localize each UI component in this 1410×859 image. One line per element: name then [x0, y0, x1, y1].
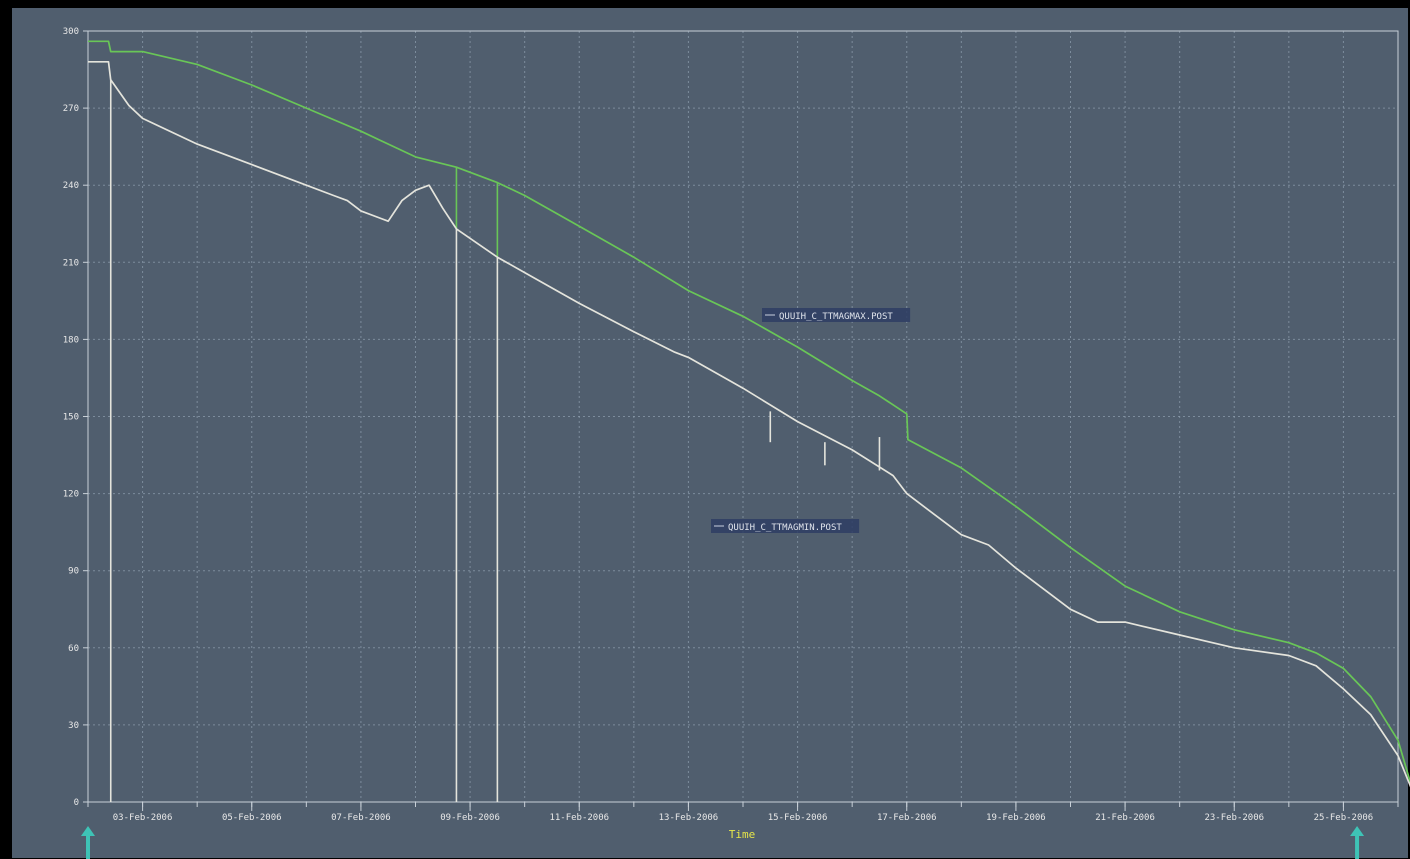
y-axis-ticks: 0 30 60 90 120 150 180 210 240 270 300	[63, 27, 88, 808]
y-tick-label: 30	[68, 721, 79, 731]
chart-background	[12, 8, 1408, 858]
series-line-max	[88, 40, 1410, 785]
series-label-min: QUUIH_C_TTMAGMIN.POST	[728, 523, 842, 533]
x-tick-label: 13-Feb-2006	[659, 813, 719, 823]
y-tick-label: 120	[63, 490, 79, 500]
x-tick-label: 21-Feb-2006	[1095, 813, 1155, 823]
time-markers	[81, 826, 1365, 859]
arrow-shaft	[1355, 835, 1360, 859]
y-tick-label: 60	[68, 644, 79, 654]
x-tick-label: 05-Feb-2006	[222, 813, 282, 823]
series-label-max: QUUIH_C_TTMAGMAX.POST	[779, 312, 893, 322]
x-tick-label: 15-Feb-2006	[768, 813, 828, 823]
x-axis-ticks: 03-Feb-2006 05-Feb-2006 07-Feb-2006 09-Feb-…	[87, 802, 1399, 823]
y-tick-label: 0	[74, 798, 79, 808]
arrow-up-icon	[1350, 826, 1365, 836]
series-line-min	[88, 60, 1410, 788]
series-label-box	[711, 519, 860, 533]
y-tick-label: 270	[63, 104, 79, 114]
series-lines	[88, 40, 1410, 788]
series-label-box	[762, 308, 911, 322]
x-tick-label: 07-Feb-2006	[331, 813, 391, 823]
y-tick-label: 150	[63, 413, 79, 423]
y-tick-label: 240	[63, 181, 79, 191]
x-tick-label: 19-Feb-2006	[986, 813, 1046, 823]
x-tick-label: 23-Feb-2006	[1204, 813, 1264, 823]
y-tick-label: 210	[63, 258, 79, 268]
y-tick-label: 90	[68, 567, 79, 577]
x-axis-label: Time	[729, 828, 756, 841]
arrow-up-icon	[81, 826, 95, 836]
x-tick-label: 09-Feb-2006	[440, 813, 500, 823]
x-tick-label: 25-Feb-2006	[1314, 813, 1374, 823]
x-tick-label: 17-Feb-2006	[877, 813, 937, 823]
x-tick-label: 11-Feb-2006	[549, 813, 609, 823]
series-labels: QUUIH_C_TTMAGMAX.POST QUUIH_C_TTMAGMIN.PO…	[711, 308, 911, 533]
arrow-shaft	[86, 835, 90, 859]
x-tick-label: 03-Feb-2006	[113, 813, 173, 823]
y-tick-label: 180	[63, 335, 79, 345]
y-tick-label: 300	[63, 27, 79, 37]
series-spikes	[109, 79, 881, 802]
